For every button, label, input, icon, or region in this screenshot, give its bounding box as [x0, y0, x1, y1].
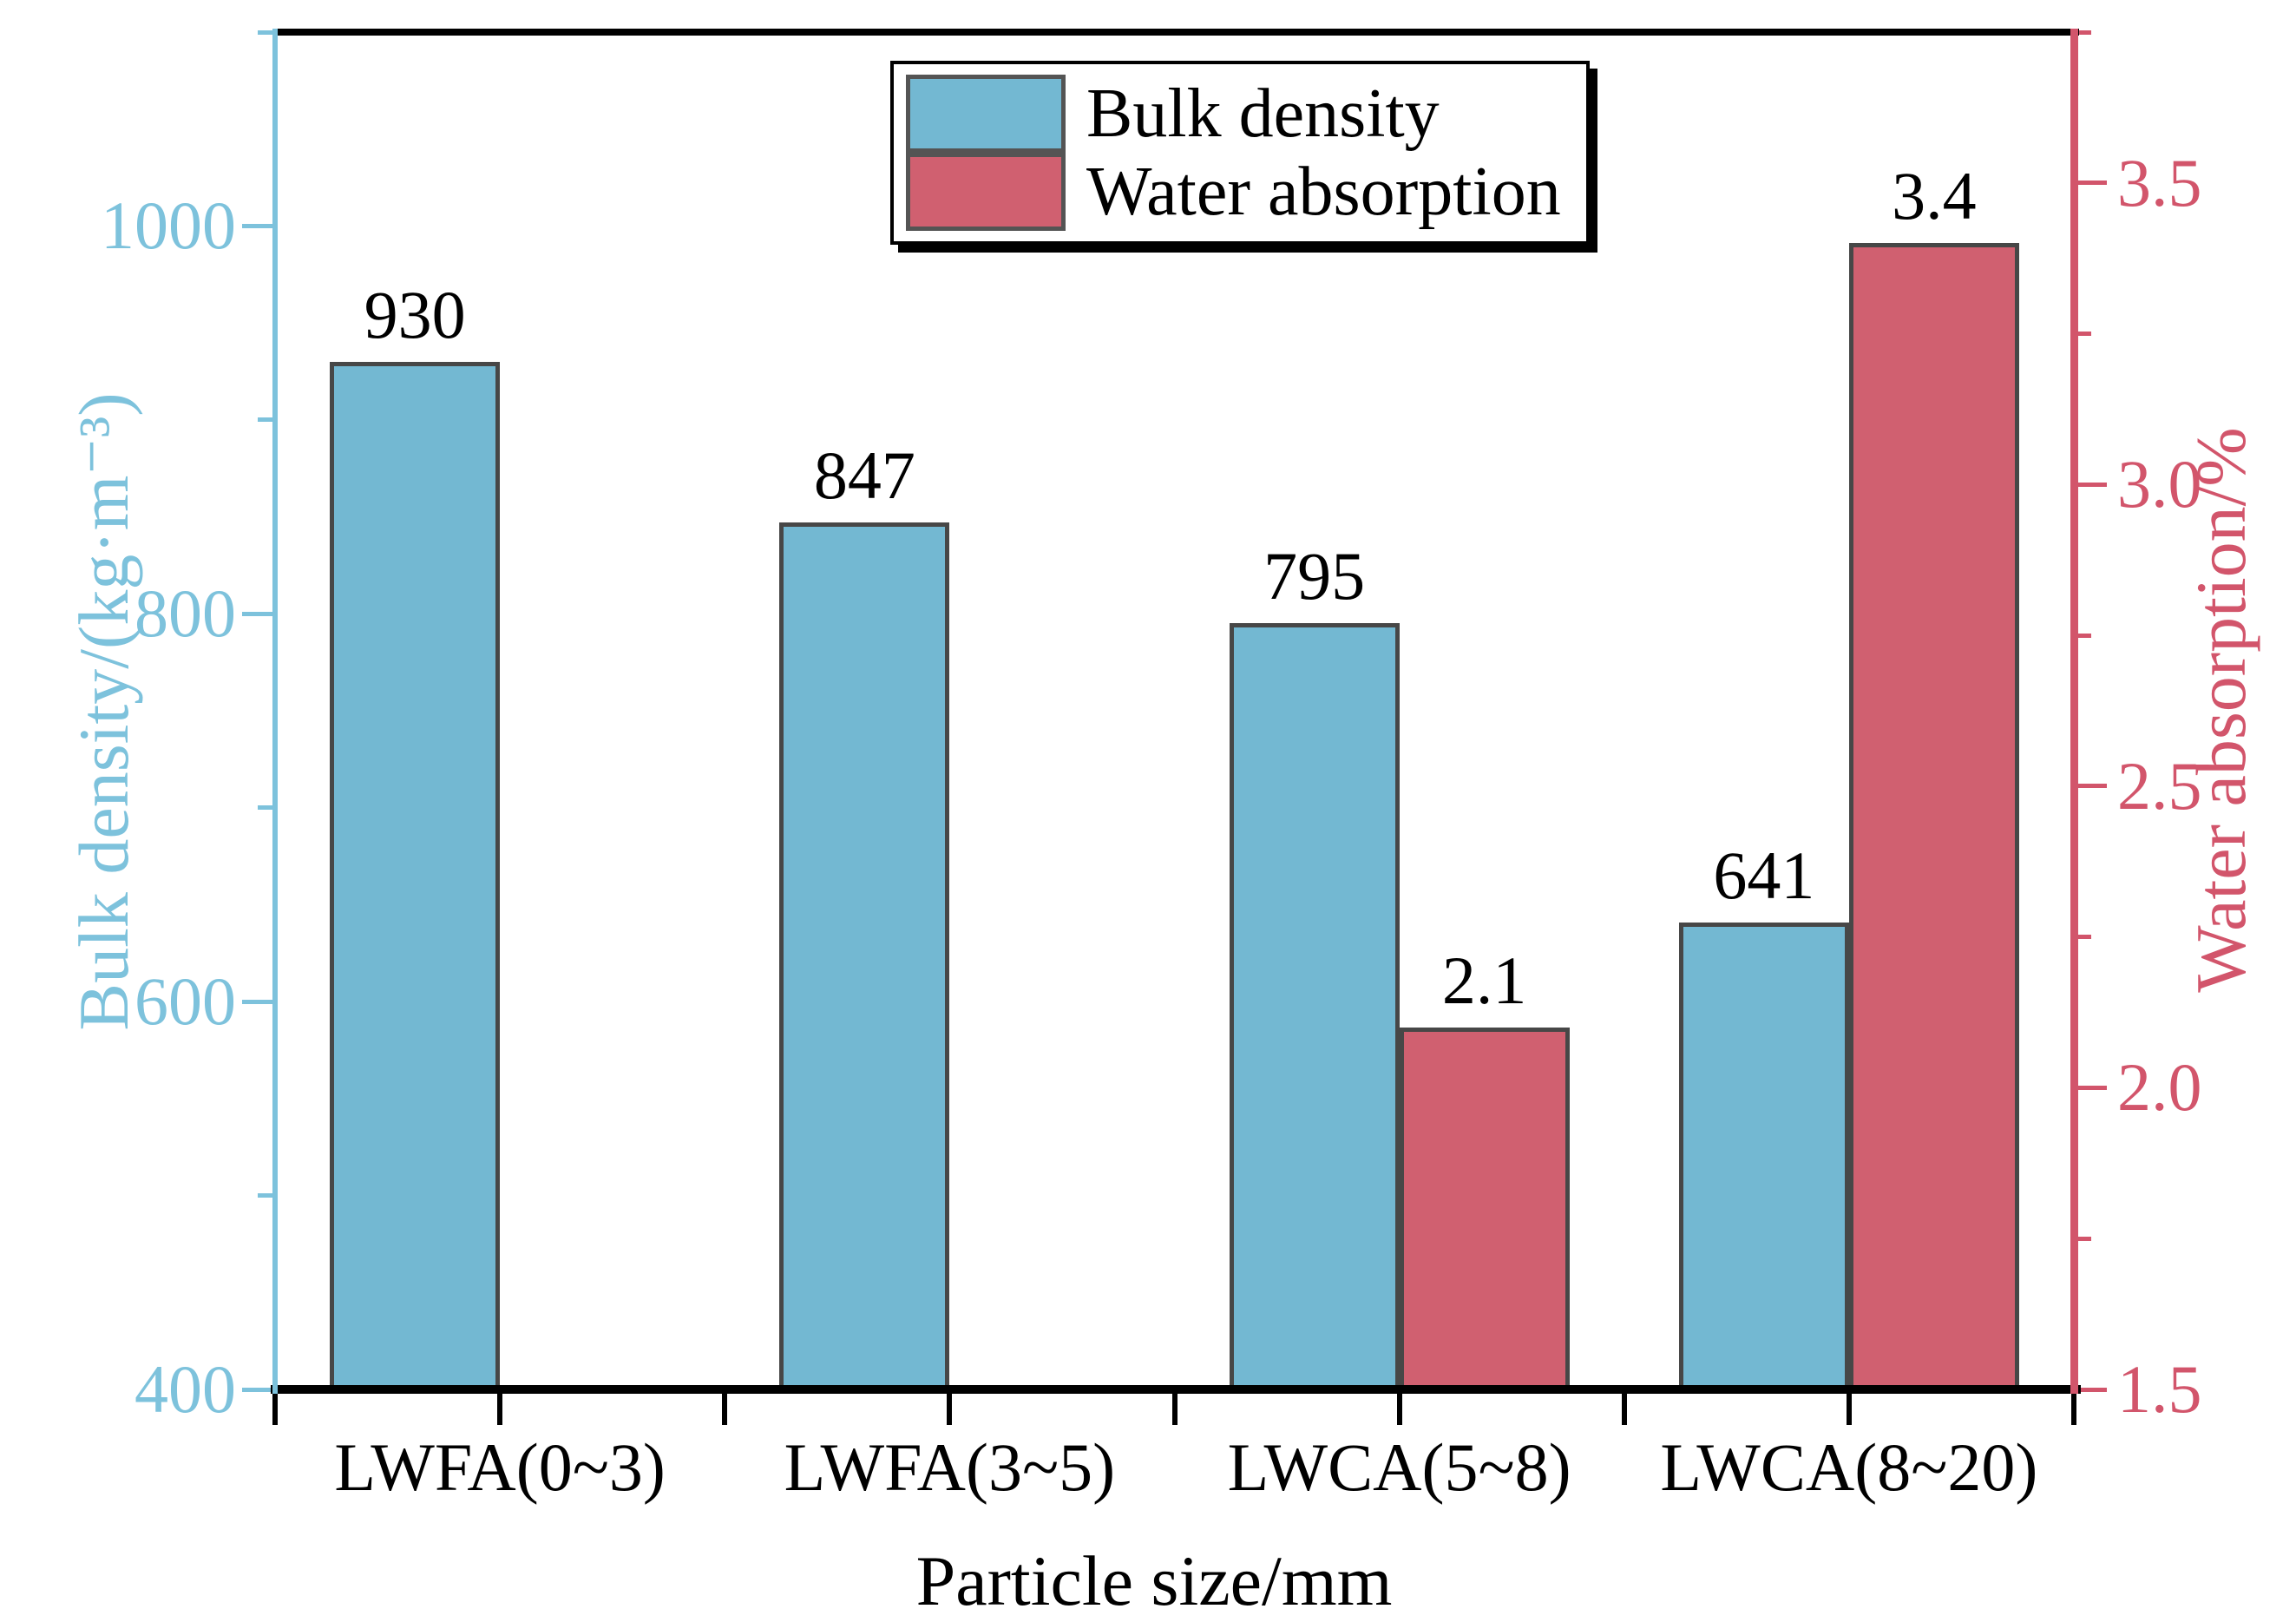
legend-item-bulk-density: Bulk density [906, 75, 1574, 153]
legend-swatch-bulk-density [906, 75, 1066, 153]
legend-label-bulk-density: Bulk density [1086, 76, 1440, 152]
value-label-water-absorption-3: 3.4 [1892, 158, 1977, 234]
plot-top-frame [272, 29, 2079, 36]
right-axis-major-tick [2074, 1387, 2107, 1392]
left-axis-tick-label: 1000 [101, 187, 236, 264]
x-axis-line [271, 1385, 2081, 1394]
value-label-bulk-density-0: 930 [364, 276, 466, 352]
right-axis-tick-label: 2.5 [2117, 747, 2202, 824]
x-category-label-3: LWCA(8~20) [1660, 1429, 2038, 1505]
x-category-label-0: LWFA(0~3) [334, 1429, 666, 1505]
right-axis-major-tick [2074, 482, 2107, 487]
right-axis-major-tick [2074, 1085, 2107, 1090]
bar-bulk-density-2 [1229, 623, 1400, 1389]
x-axis-tick [1396, 1394, 1402, 1425]
left-axis-tick-label: 400 [134, 1351, 236, 1427]
right-axis-major-tick [2074, 181, 2107, 186]
right-axis-tick-label: 3.0 [2117, 446, 2202, 522]
value-label-bulk-density-1: 847 [813, 437, 915, 514]
x-axis-tick [947, 1394, 953, 1425]
x-axis-tick [2071, 1394, 2076, 1425]
right-axis-minor-tick [2074, 30, 2091, 35]
left-axis-minor-tick [258, 30, 275, 35]
x-axis-tick [1846, 1394, 1852, 1425]
right-axis-minor-tick [2074, 1236, 2091, 1241]
left-axis-major-tick [242, 223, 275, 228]
right-axis-line [2070, 29, 2078, 1394]
value-label-bulk-density-3: 641 [1713, 837, 1815, 913]
bar-water-absorption-3 [1848, 243, 2019, 1389]
right-axis-title: Water absorption/% [2181, 427, 2260, 993]
bar-bulk-density-3 [1678, 922, 1849, 1389]
legend: Bulk density Water absorption [890, 61, 1590, 245]
left-axis-major-tick [242, 611, 275, 616]
right-axis-minor-tick [2074, 332, 2091, 337]
x-axis-tick [1171, 1394, 1178, 1425]
legend-swatch-water-absorption [906, 153, 1066, 231]
right-axis-major-tick [2074, 784, 2107, 789]
left-axis-minor-tick [258, 1193, 275, 1198]
x-axis-tick [722, 1394, 728, 1425]
right-axis-tick-label: 2.0 [2117, 1049, 2202, 1126]
legend-label-water-absorption: Water absorption [1086, 154, 1561, 230]
bar-bulk-density-0 [330, 361, 501, 1389]
left-axis-tick-label: 800 [134, 575, 236, 652]
legend-item-water-absorption: Water absorption [906, 153, 1574, 231]
right-axis-minor-tick [2074, 935, 2091, 940]
left-axis-tick-label: 600 [134, 963, 236, 1040]
right-axis-minor-tick [2074, 633, 2091, 638]
left-axis-major-tick [242, 1387, 275, 1392]
right-axis-tick-label: 1.5 [2117, 1351, 2202, 1427]
left-axis-title: Bulk density/(kg·m⁻³) [64, 392, 143, 1031]
bar-water-absorption-2 [1399, 1027, 1570, 1389]
x-axis-tick [497, 1394, 503, 1425]
x-category-label-2: LWCA(5~8) [1227, 1429, 1571, 1505]
bar-bulk-density-1 [779, 522, 950, 1389]
left-axis-major-tick [242, 999, 275, 1004]
left-axis-line [272, 29, 278, 1394]
x-category-label-1: LWFA(3~5) [784, 1429, 1116, 1505]
value-label-water-absorption-2: 2.1 [1441, 942, 1527, 1018]
value-label-bulk-density-2: 795 [1263, 538, 1366, 614]
x-axis-title: Particle size/mm [915, 1541, 1393, 1620]
right-axis-tick-label: 3.5 [2117, 144, 2202, 220]
left-axis-minor-tick [258, 417, 275, 423]
x-axis-tick [1621, 1394, 1627, 1425]
left-axis-minor-tick [258, 805, 275, 811]
x-axis-tick [272, 1394, 278, 1425]
